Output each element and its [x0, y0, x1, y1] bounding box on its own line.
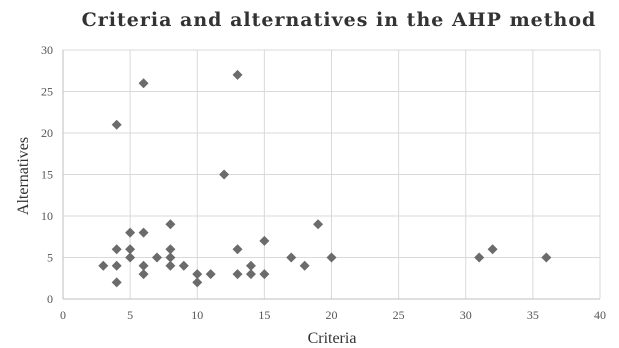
- x-tick-label: 30: [460, 308, 472, 322]
- x-tick-label: 35: [527, 308, 539, 322]
- data-point: [245, 260, 256, 271]
- data-point: [165, 252, 176, 263]
- data-point: [313, 219, 324, 230]
- data-point: [125, 244, 136, 255]
- data-point: [111, 119, 122, 130]
- data-point: [178, 260, 189, 271]
- data-point: [192, 277, 203, 288]
- y-tick-label: 20: [41, 126, 53, 140]
- x-tick-label: 25: [393, 308, 405, 322]
- data-point: [245, 269, 256, 280]
- tick-labels: 0 5 10 15 20 25 30 35 40 0 5 10 15 20 25 30: [41, 43, 606, 322]
- x-tick-label: 5: [127, 308, 133, 322]
- x-tick-label: 40: [594, 308, 606, 322]
- data-point: [474, 252, 485, 263]
- axes: [62, 50, 600, 300]
- data-point: [151, 252, 162, 263]
- data-point: [138, 227, 149, 238]
- data-point: [165, 219, 176, 230]
- data-point: [487, 244, 498, 255]
- data-point: [111, 244, 122, 255]
- y-axis-label: Alternatives: [15, 137, 32, 215]
- data-point: [286, 252, 297, 263]
- data-point: [165, 260, 176, 271]
- data-point: [138, 269, 149, 280]
- chart-title: Criteria and alternatives in the AHP met…: [82, 9, 597, 31]
- y-tick-label: 0: [47, 292, 53, 306]
- y-tick-label: 5: [47, 251, 53, 265]
- y-tick-label: 30: [41, 43, 53, 57]
- data-point: [232, 244, 243, 255]
- y-tick-label: 10: [41, 209, 53, 223]
- x-axis-label: Criteria: [308, 330, 357, 347]
- data-point: [326, 252, 337, 263]
- data-point: [138, 78, 149, 89]
- data-point: [125, 252, 136, 263]
- data-points: [98, 69, 552, 288]
- data-point: [138, 260, 149, 271]
- data-point: [111, 260, 122, 271]
- data-point: [111, 277, 122, 288]
- data-point: [232, 69, 243, 80]
- x-tick-label: 0: [60, 308, 66, 322]
- data-point: [299, 260, 310, 271]
- data-point: [192, 269, 203, 280]
- data-point: [98, 260, 109, 271]
- x-tick-label: 10: [191, 308, 203, 322]
- x-tick-label: 20: [326, 308, 338, 322]
- data-point: [205, 269, 216, 280]
- data-point: [259, 269, 270, 280]
- data-point: [165, 244, 176, 255]
- y-tick-label: 15: [41, 168, 53, 182]
- y-tick-label: 25: [41, 85, 53, 99]
- data-point: [125, 227, 136, 238]
- data-point: [259, 235, 270, 246]
- data-point: [219, 169, 230, 180]
- x-tick-label: 15: [258, 308, 270, 322]
- data-point: [541, 252, 552, 263]
- data-point: [232, 269, 243, 280]
